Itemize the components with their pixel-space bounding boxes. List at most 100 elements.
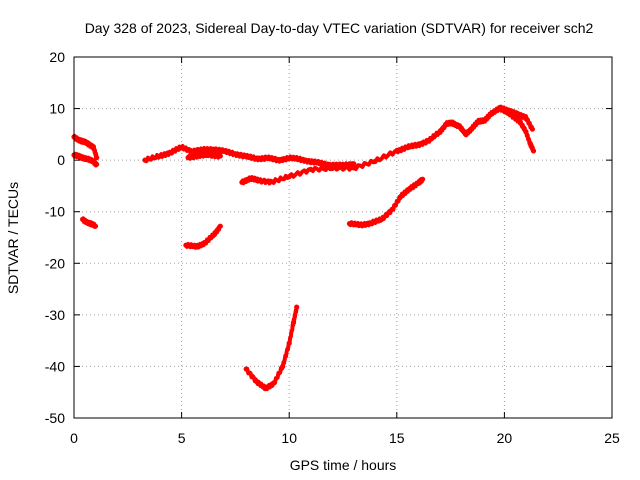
data-point [318, 160, 325, 166]
y-tick-label: -10 [45, 204, 65, 220]
series-arc-07 [239, 104, 536, 186]
data-point [508, 112, 514, 118]
data-point [222, 148, 228, 154]
data-point [351, 161, 357, 167]
series-arc-05 [185, 151, 223, 161]
data-point [142, 157, 148, 163]
data-point [497, 106, 503, 112]
data-point [254, 379, 260, 385]
plot-frame [73, 56, 613, 419]
data-point [189, 148, 195, 154]
data-point [527, 141, 533, 147]
series-arc-10 [346, 176, 426, 229]
x-tick-label: 10 [281, 430, 297, 446]
data-point [271, 380, 277, 386]
data-point [84, 140, 90, 146]
data-point [179, 144, 185, 150]
data-point [90, 144, 96, 150]
x-axis-label: GPS time / hours [290, 457, 397, 473]
data-point [415, 142, 421, 148]
data-point [357, 222, 363, 228]
data-point [351, 165, 357, 171]
data-point [346, 221, 353, 227]
data-point [77, 154, 84, 160]
x-tick-label: 20 [497, 430, 513, 446]
data-point [290, 320, 297, 326]
data-point [456, 123, 462, 129]
data-point [516, 118, 523, 124]
data-point [530, 148, 537, 154]
series-arc-09 [243, 304, 300, 392]
data-point [294, 304, 300, 310]
data-point [379, 216, 385, 222]
data-point [405, 144, 411, 150]
data-point [243, 153, 249, 160]
data-point [450, 120, 456, 126]
data-point [443, 121, 449, 127]
data-point [469, 125, 475, 131]
data-point [265, 155, 271, 161]
series-trace [244, 305, 299, 392]
series-trace [347, 177, 425, 229]
data-point [269, 179, 275, 185]
data-point [372, 158, 378, 164]
data-point [243, 366, 249, 372]
data-point [232, 151, 238, 157]
data-point [275, 157, 281, 163]
series-arc-01 [71, 133, 100, 161]
data-point [280, 363, 286, 369]
data-point [368, 220, 374, 226]
data-point [286, 340, 292, 346]
data-point [308, 166, 314, 172]
data-point [185, 155, 191, 161]
data-point [194, 244, 200, 250]
data-point [207, 152, 213, 158]
y-tick-label: -50 [45, 410, 65, 426]
data-point [92, 223, 99, 229]
y-tick-label: 0 [57, 152, 65, 168]
series-arc-08 [497, 106, 537, 154]
data-point [94, 161, 100, 167]
y-tick-label: -30 [45, 307, 65, 323]
series-arc-02 [71, 151, 100, 168]
y-tick-label: 10 [49, 101, 65, 117]
data-point [476, 118, 482, 125]
data-point [329, 165, 335, 171]
data-point [211, 232, 217, 238]
data-point [80, 216, 86, 222]
data-point [523, 129, 529, 135]
data-point [482, 117, 488, 123]
data-point [262, 386, 269, 392]
data-point [168, 149, 174, 155]
data-point [420, 176, 426, 182]
data-point [529, 126, 536, 132]
data-point [196, 152, 202, 159]
tick-layer: 0 5 10 15 20 25 -50 -40 -30 -20 -10 0 10 20 [45, 49, 620, 446]
data-point [426, 137, 432, 144]
series-arc-04 [142, 144, 357, 169]
data-point [407, 185, 413, 192]
data-point [157, 153, 163, 159]
series-trace [186, 151, 223, 161]
data-point [217, 153, 223, 159]
y-tick-label: -40 [45, 358, 65, 374]
grid-layer [74, 57, 612, 418]
series-arc-03 [80, 216, 99, 229]
data-point [308, 159, 314, 165]
x-tick-label: 25 [604, 430, 620, 446]
data-point [86, 220, 92, 226]
data-point [488, 111, 495, 117]
y-tick-label: -20 [45, 255, 65, 271]
data-point [463, 131, 469, 137]
data-point [523, 115, 529, 121]
data-point [437, 129, 443, 135]
x-tick-label: 15 [389, 430, 405, 446]
data-point [211, 146, 217, 152]
data-point [94, 155, 100, 161]
data-point [254, 156, 260, 162]
y-axis-label: SDTVAR / TECUs [5, 182, 21, 294]
data-point [247, 175, 254, 181]
data-point [394, 148, 400, 154]
